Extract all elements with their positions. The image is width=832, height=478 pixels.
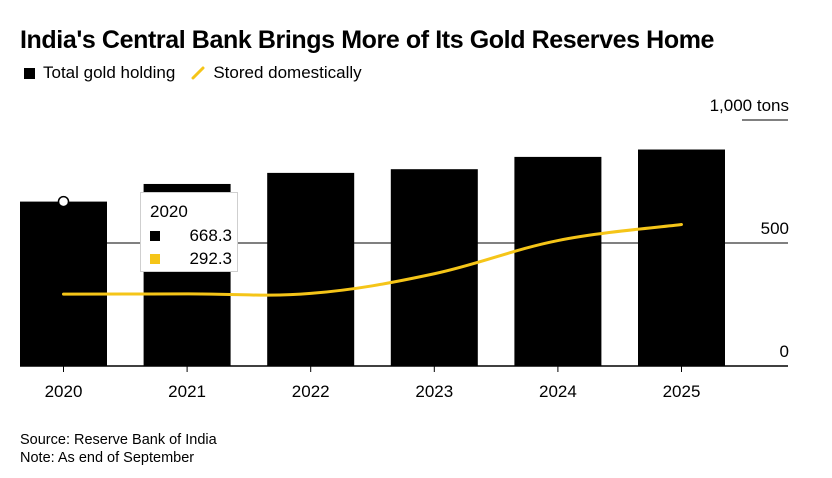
hover-marker-2020 xyxy=(57,195,70,208)
x-tick-label-2023: 2023 xyxy=(415,382,453,401)
bar-2025 xyxy=(638,149,725,366)
y-tick-label-500: 500 xyxy=(761,219,789,238)
tooltip: 2020 668.3 292.3 xyxy=(140,192,238,272)
footnote: Note: As end of September xyxy=(20,450,195,466)
x-tick-label-2025: 2025 xyxy=(663,382,701,401)
legend-label-domestic: Stored domestically xyxy=(213,63,362,82)
bar-2022 xyxy=(267,172,355,366)
x-tick-label-2024: 2024 xyxy=(539,382,577,401)
bar-2020 xyxy=(20,201,107,366)
tooltip-year: 2020 xyxy=(150,202,188,221)
tooltip-row-total: 668.3 xyxy=(150,226,232,246)
y-tick-label-0: 0 xyxy=(780,342,789,361)
y-tick-label-1000: 1,000 tons xyxy=(710,96,789,115)
tooltip-value-domestic: 292.3 xyxy=(189,249,232,268)
legend-swatch-domestic xyxy=(191,66,205,80)
tooltip-swatch-domestic xyxy=(150,254,160,264)
x-tick-label-2020: 2020 xyxy=(45,382,83,401)
bar-2024 xyxy=(514,156,602,366)
footer: Source: Reserve Bank of India Note: As e… xyxy=(20,431,217,467)
chart-title: India's Central Bank Brings More of Its … xyxy=(20,26,715,54)
tooltip-row-domestic: 292.3 xyxy=(150,249,232,269)
x-tick-label-2022: 2022 xyxy=(292,382,330,401)
legend-item-total: Total gold holding xyxy=(24,63,175,83)
x-tick-label-2021: 2021 xyxy=(168,382,206,401)
legend: Total gold holding Stored domestically xyxy=(24,63,378,83)
legend-swatch-total xyxy=(24,67,35,79)
legend-label-total: Total gold holding xyxy=(43,63,176,82)
source-note: Source: Reserve Bank of India xyxy=(20,432,217,448)
legend-item-domestic: Stored domestically xyxy=(191,63,362,83)
tooltip-swatch-total xyxy=(150,231,160,241)
series-line-stored-domestically xyxy=(62,223,683,297)
tooltip-value-total: 668.3 xyxy=(189,226,232,245)
